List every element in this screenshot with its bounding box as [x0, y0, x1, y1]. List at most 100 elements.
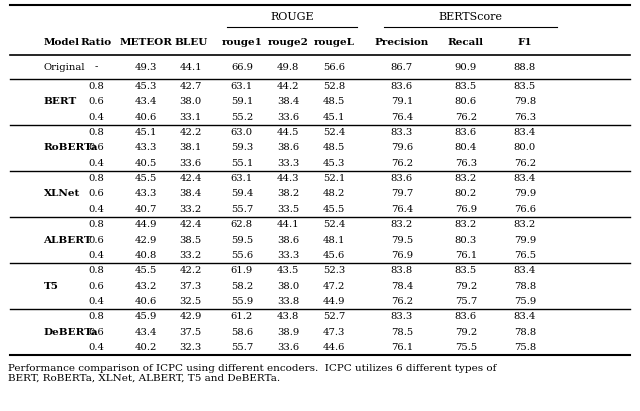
Text: 40.7: 40.7 — [135, 205, 157, 214]
Text: 79.2: 79.2 — [455, 328, 477, 337]
Text: 83.4: 83.4 — [514, 174, 536, 183]
Text: 83.6: 83.6 — [391, 82, 413, 91]
Text: ROUGE: ROUGE — [270, 12, 314, 22]
Text: 83.2: 83.2 — [455, 174, 477, 183]
Text: 44.1: 44.1 — [179, 62, 202, 72]
Text: rouge2: rouge2 — [268, 37, 308, 46]
Text: 32.5: 32.5 — [180, 297, 202, 306]
Text: 59.1: 59.1 — [231, 97, 253, 106]
Text: DeBERTa: DeBERTa — [44, 328, 98, 337]
Text: 52.3: 52.3 — [323, 266, 345, 275]
Text: 55.6: 55.6 — [231, 251, 253, 260]
Text: 62.8: 62.8 — [231, 220, 253, 229]
Text: 83.2: 83.2 — [455, 220, 477, 229]
Text: 63.1: 63.1 — [231, 174, 253, 183]
Text: 76.1: 76.1 — [391, 343, 413, 352]
Text: 37.5: 37.5 — [180, 328, 202, 337]
Text: 80.0: 80.0 — [514, 143, 536, 152]
Text: 0.8: 0.8 — [88, 174, 104, 183]
Text: METEOR: METEOR — [120, 37, 172, 46]
Text: 42.2: 42.2 — [180, 128, 202, 137]
Text: 44.3: 44.3 — [276, 174, 300, 183]
Text: Precision: Precision — [375, 37, 429, 46]
Text: 90.9: 90.9 — [455, 62, 477, 72]
Text: 43.3: 43.3 — [135, 189, 157, 199]
Text: 42.4: 42.4 — [179, 174, 202, 183]
Text: 83.3: 83.3 — [391, 312, 413, 321]
Text: 76.2: 76.2 — [455, 113, 477, 122]
Text: 48.5: 48.5 — [323, 143, 345, 152]
Text: 33.2: 33.2 — [180, 205, 202, 214]
Text: 80.6: 80.6 — [455, 97, 477, 106]
Text: BLEU: BLEU — [174, 37, 207, 46]
Text: Ratio: Ratio — [81, 37, 111, 46]
Text: 38.2: 38.2 — [277, 189, 299, 199]
Text: 38.6: 38.6 — [277, 143, 299, 152]
Text: 44.9: 44.9 — [134, 220, 157, 229]
Text: T5: T5 — [44, 282, 58, 291]
Text: 83.5: 83.5 — [514, 82, 536, 91]
Text: 83.5: 83.5 — [455, 266, 477, 275]
Text: 33.6: 33.6 — [180, 159, 202, 168]
Text: 78.4: 78.4 — [391, 282, 413, 291]
Text: 0.4: 0.4 — [88, 205, 104, 214]
Text: 86.7: 86.7 — [391, 62, 413, 72]
Text: 38.9: 38.9 — [277, 328, 299, 337]
Text: 0.8: 0.8 — [88, 266, 104, 275]
Text: 75.8: 75.8 — [514, 343, 536, 352]
Text: 79.6: 79.6 — [391, 143, 413, 152]
Text: 76.2: 76.2 — [514, 159, 536, 168]
Text: 40.2: 40.2 — [135, 343, 157, 352]
Text: 42.7: 42.7 — [180, 82, 202, 91]
Text: Performance comparison of ICPC using different encoders.  ICPC utilizes 6 differ: Performance comparison of ICPC using dif… — [8, 364, 496, 383]
Text: 38.5: 38.5 — [180, 236, 202, 245]
Text: F1: F1 — [518, 37, 532, 46]
Text: 45.5: 45.5 — [135, 174, 157, 183]
Text: 83.4: 83.4 — [514, 266, 536, 275]
Text: 42.2: 42.2 — [180, 266, 202, 275]
Text: 76.5: 76.5 — [514, 251, 536, 260]
Text: 33.3: 33.3 — [277, 159, 299, 168]
Text: 49.3: 49.3 — [135, 62, 157, 72]
Text: 33.6: 33.6 — [277, 113, 299, 122]
Text: 79.8: 79.8 — [514, 97, 536, 106]
Text: 37.3: 37.3 — [180, 282, 202, 291]
Text: 42.9: 42.9 — [180, 312, 202, 321]
Text: 76.4: 76.4 — [391, 113, 413, 122]
Text: 78.8: 78.8 — [514, 282, 536, 291]
Text: 76.1: 76.1 — [455, 251, 477, 260]
Text: 43.3: 43.3 — [135, 143, 157, 152]
Text: 40.6: 40.6 — [135, 297, 157, 306]
Text: 49.8: 49.8 — [277, 62, 299, 72]
Text: 79.5: 79.5 — [391, 236, 413, 245]
Text: 0.6: 0.6 — [88, 143, 104, 152]
Text: 80.2: 80.2 — [455, 189, 477, 199]
Text: 44.2: 44.2 — [276, 82, 300, 91]
Text: 83.2: 83.2 — [391, 220, 413, 229]
Text: 47.2: 47.2 — [323, 282, 345, 291]
Text: 38.4: 38.4 — [180, 189, 202, 199]
Text: 32.3: 32.3 — [180, 343, 202, 352]
Text: 76.3: 76.3 — [455, 159, 477, 168]
Text: 43.4: 43.4 — [134, 97, 157, 106]
Text: 58.2: 58.2 — [231, 282, 253, 291]
Text: 52.7: 52.7 — [323, 312, 345, 321]
Text: 48.2: 48.2 — [323, 189, 345, 199]
Text: 45.5: 45.5 — [323, 205, 345, 214]
Text: 52.8: 52.8 — [323, 82, 345, 91]
Text: 83.4: 83.4 — [514, 312, 536, 321]
Text: 45.5: 45.5 — [135, 266, 157, 275]
Text: 0.4: 0.4 — [88, 251, 104, 260]
Text: 33.6: 33.6 — [277, 343, 299, 352]
Text: rougeL: rougeL — [314, 37, 355, 46]
Text: BERT: BERT — [44, 97, 77, 106]
Text: 38.0: 38.0 — [277, 282, 299, 291]
Text: 58.6: 58.6 — [231, 328, 253, 337]
Text: 38.6: 38.6 — [277, 236, 299, 245]
Text: 40.6: 40.6 — [135, 113, 157, 122]
Text: 43.5: 43.5 — [277, 266, 299, 275]
Text: 78.8: 78.8 — [514, 328, 536, 337]
Text: 83.6: 83.6 — [391, 174, 413, 183]
Text: 63.1: 63.1 — [231, 82, 253, 91]
Text: 55.1: 55.1 — [231, 159, 253, 168]
